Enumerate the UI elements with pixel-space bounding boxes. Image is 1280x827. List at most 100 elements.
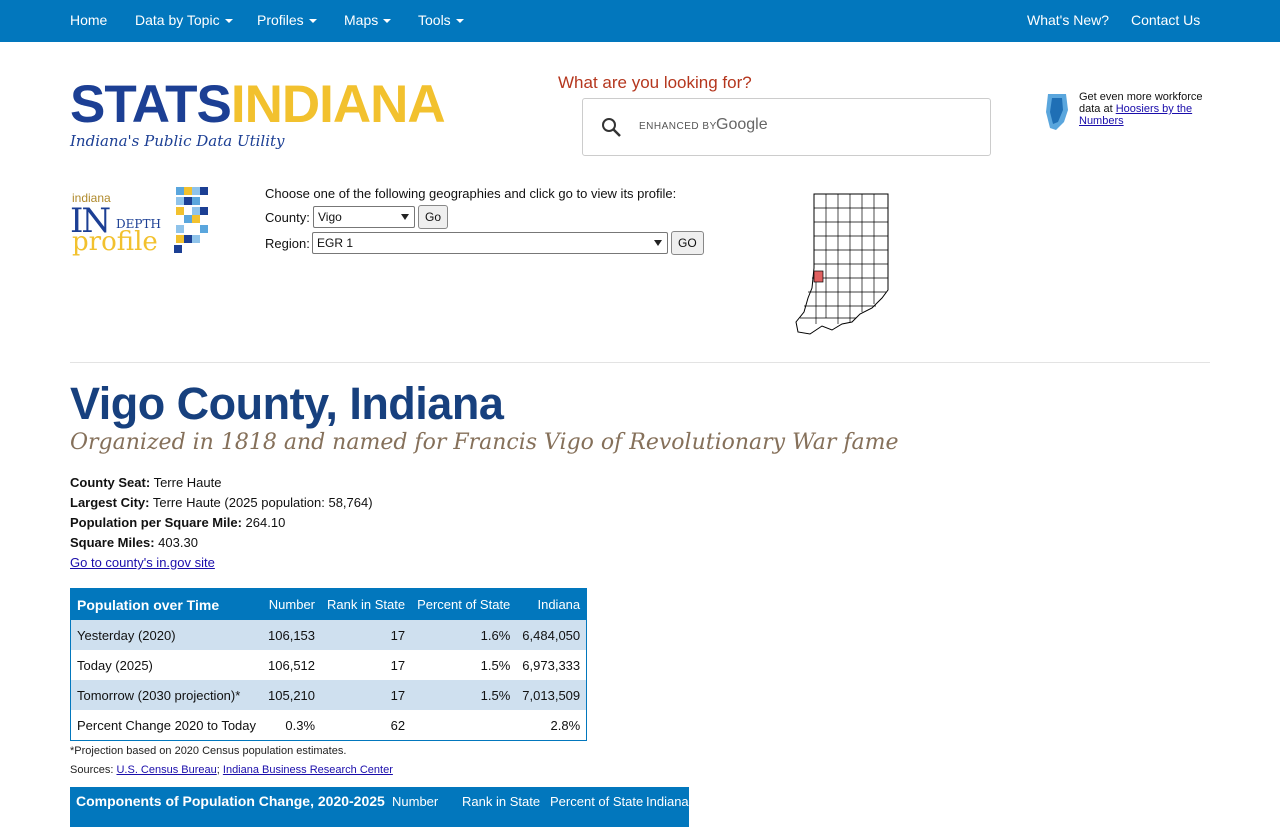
- header-cell: Rank in State: [321, 588, 412, 620]
- population-table: Population over Time Number Rank in State P…: [70, 588, 588, 741]
- profile-logo-art: [174, 187, 208, 253]
- table-cell: 105,210: [262, 680, 322, 710]
- region-label: Region:: [265, 236, 310, 251]
- nav-label: Tools: [418, 12, 451, 28]
- table-cell: 6,973,333: [522, 657, 581, 673]
- search-brand: Google: [716, 116, 768, 133]
- logo-profile: profile: [72, 227, 158, 257]
- table-notes: *Projection based on 2020 Census populat…: [70, 742, 393, 780]
- table-cell: Yesterday (2020): [70, 620, 263, 650]
- county-select[interactable]: Vigo: [313, 206, 415, 228]
- table-row: Yesterday (2020) 106,153 17 1.6% 6,484,050: [70, 620, 587, 650]
- table-header: Population over Time Number Rank in State P…: [70, 588, 587, 620]
- geo-instruction: Choose one of the following geographies …: [265, 186, 677, 201]
- fact-label: Largest City:: [70, 495, 150, 510]
- header-cell: Percent of State: [411, 588, 517, 620]
- search-enhanced: ENHANCED BY: [639, 121, 717, 132]
- nav-tools[interactable]: Tools: [418, 12, 464, 28]
- table-row: Today (2025) 106,512 17 1.5% 6,973,333: [71, 650, 587, 680]
- fact-value: Terre Haute (2025 population: 58,764): [152, 495, 373, 510]
- source-link[interactable]: U.S. Census Bureau: [116, 764, 217, 776]
- page-subtitle: Organized in 1818 and named for Francis …: [70, 430, 899, 455]
- fact-value: Terre Haute: [153, 475, 222, 490]
- table-cell: 2.8%: [550, 717, 581, 733]
- selected-county: [813, 270, 824, 283]
- county-link[interactable]: Go to county's in.gov site: [70, 555, 215, 570]
- top-nav: Home Data by Topic Profiles Maps Tools W…: [0, 0, 1280, 42]
- nav-contact[interactable]: Contact Us: [1131, 12, 1201, 28]
- fact-label: County Seat:: [70, 475, 151, 490]
- sources-separator: ;: [216, 764, 220, 776]
- nav-label: Maps: [344, 12, 379, 28]
- nav-label: Data by Topic: [135, 12, 220, 28]
- logo-in: IN: [70, 201, 111, 241]
- promo-icon: [1046, 94, 1068, 130]
- table-cell: 0.3%: [285, 717, 316, 733]
- table-cell: 17: [390, 657, 406, 673]
- fact-label: Square Miles:: [70, 535, 155, 550]
- search-box[interactable]: ENHANCED BY Google: [582, 98, 991, 156]
- region-go[interactable]: GO: [671, 231, 704, 255]
- fact-value: 403.30: [158, 535, 198, 550]
- fact: Population per Square Mile: 264.10: [70, 513, 373, 533]
- fact: Largest City: Terre Haute (2025 populati…: [70, 493, 373, 513]
- site-logo[interactable]: STATSINDIANA: [70, 74, 446, 135]
- caret: [308, 19, 317, 24]
- table-cell: 1.5%: [411, 680, 517, 710]
- promo-link[interactable]: Hoosiers by the Numbers: [1079, 103, 1193, 127]
- fact-label: Population per Square Mile:: [70, 515, 242, 530]
- nav-topic[interactable]: Data by Topic: [135, 12, 233, 28]
- table-cell: 7,013,509: [516, 680, 587, 710]
- promo-text: Get even more workforce data at: [1079, 91, 1203, 115]
- sources-label: Sources:: [70, 764, 114, 776]
- table-body: Yesterday (2020) 106,153 17 1.6% 6,484,050 To…: [70, 620, 587, 741]
- search-icon: [602, 118, 621, 137]
- logo-stats: STATS: [70, 75, 232, 134]
- sources: Sources: U.S. Census Bureau; Indiana Bus…: [70, 761, 393, 780]
- table-cell: 17: [321, 620, 412, 650]
- table-row: Tomorrow (2030 projection)* 105,210 17 1.5%…: [70, 680, 587, 710]
- table-cell: 106,512: [268, 657, 316, 673]
- profile-logo: indiana IN DEPTH profile: [70, 185, 212, 263]
- nav-whats-new[interactable]: What's New?: [1027, 12, 1110, 28]
- header-cell: Number: [392, 794, 439, 809]
- header-cell: Percent of State: [550, 794, 644, 809]
- divider: [70, 362, 1210, 363]
- source-link[interactable]: Indiana Business Research Center: [222, 764, 393, 776]
- table-cell: [411, 710, 516, 741]
- header-cell: Population over Time: [70, 588, 263, 620]
- nav-label: Profiles: [257, 12, 304, 28]
- nav-profiles[interactable]: Profiles: [257, 12, 317, 28]
- facts: County Seat: Terre Haute Largest City: T…: [70, 473, 373, 573]
- table-cell: 62: [390, 717, 406, 733]
- logo-state: indiana: [72, 191, 111, 205]
- region-select[interactable]: EGR 1: [312, 232, 668, 254]
- components-table-header: Components of Population Change, 2020-20…: [70, 787, 689, 827]
- search-prompt: What are you looking for?: [558, 73, 752, 92]
- county-map: [795, 193, 889, 335]
- table-cell: Percent Change 2020 to Today: [77, 717, 257, 733]
- caret: [224, 19, 233, 24]
- county-label: County:: [265, 210, 310, 225]
- table-cell: 1.6%: [411, 620, 517, 650]
- header-cell: Indiana: [646, 794, 689, 809]
- header-cell: Components of Population Change, 2020-20…: [76, 793, 385, 809]
- caret: [455, 19, 464, 24]
- footnote: *Projection based on 2020 Census populat…: [70, 745, 347, 757]
- promo: Get even more workforce data at Hoosiers…: [1079, 91, 1214, 127]
- geo-form: Choose one of the following geographies …: [265, 186, 715, 261]
- header-cell: Indiana: [516, 588, 587, 620]
- nav-maps[interactable]: Maps: [344, 12, 392, 28]
- county-go[interactable]: Go: [418, 205, 449, 229]
- table-cell: 106,153: [262, 620, 322, 650]
- nav-home[interactable]: Home: [70, 12, 108, 28]
- page-title: Vigo County, Indiana: [70, 378, 504, 429]
- tagline: Indiana's Public Data Utility: [70, 132, 285, 150]
- header-cell: Rank in State: [462, 794, 541, 809]
- table-cell: Today (2025): [77, 657, 153, 673]
- fact: Square Miles: 403.30: [70, 533, 373, 553]
- table-cell: 6,484,050: [516, 620, 587, 650]
- header-cell: Number: [262, 588, 322, 620]
- caret: [383, 19, 392, 24]
